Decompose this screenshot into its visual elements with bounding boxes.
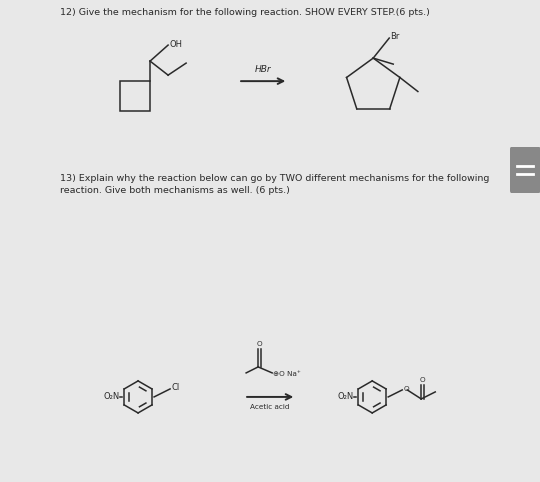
Text: Cl: Cl bbox=[171, 383, 179, 392]
Text: ⊕O Na⁺: ⊕O Na⁺ bbox=[273, 371, 301, 377]
Text: O: O bbox=[420, 377, 425, 383]
FancyBboxPatch shape bbox=[510, 146, 540, 194]
Bar bbox=[120, 81, 150, 111]
Text: 13) Explain why the reaction below can go by TWO different mechanisms for the fo: 13) Explain why the reaction below can g… bbox=[60, 174, 489, 183]
Text: O: O bbox=[403, 386, 409, 392]
Text: O: O bbox=[256, 341, 262, 347]
Text: O₂N: O₂N bbox=[338, 392, 354, 402]
Text: reaction. Give both mechanisms as well. (6 pts.): reaction. Give both mechanisms as well. … bbox=[60, 186, 290, 195]
Text: O₂N: O₂N bbox=[104, 392, 120, 402]
Text: OH: OH bbox=[169, 40, 182, 49]
Text: Br: Br bbox=[390, 31, 400, 40]
Text: HBr: HBr bbox=[255, 65, 272, 74]
Text: 12) Give the mechanism for the following reaction. SHOW EVERY STEP.(6 pts.): 12) Give the mechanism for the following… bbox=[60, 8, 430, 17]
Text: Acetic acid: Acetic acid bbox=[251, 404, 290, 410]
